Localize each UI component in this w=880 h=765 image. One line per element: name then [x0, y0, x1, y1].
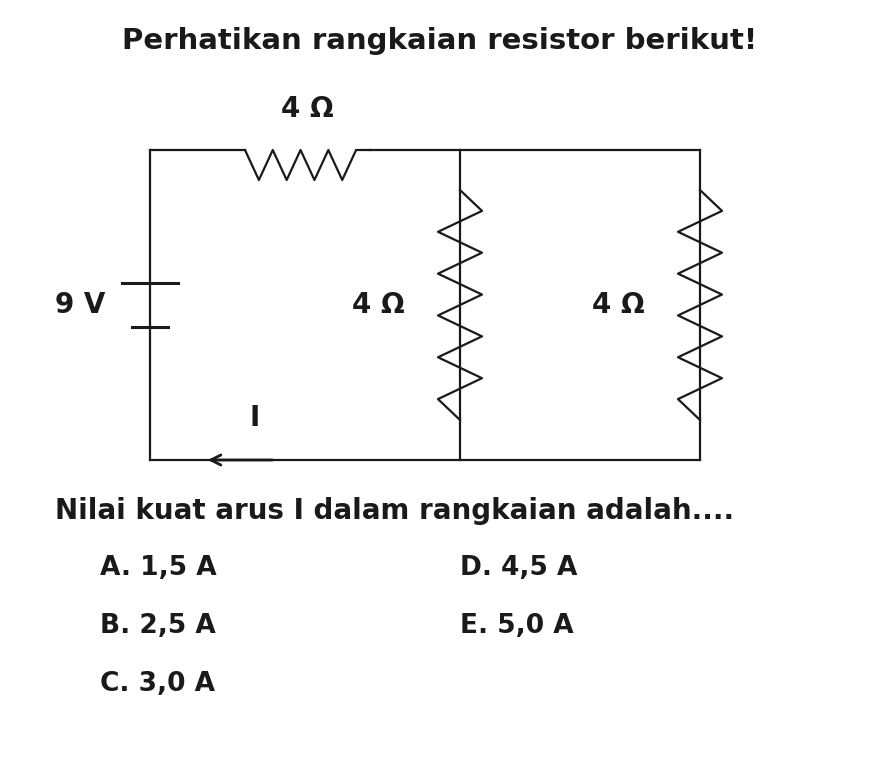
Text: I: I: [250, 404, 260, 432]
Text: 4 Ω: 4 Ω: [282, 95, 334, 123]
Text: B. 2,5 A: B. 2,5 A: [100, 613, 216, 639]
Text: Perhatikan rangkaian resistor berikut!: Perhatikan rangkaian resistor berikut!: [122, 27, 758, 55]
Text: A. 1,5 A: A. 1,5 A: [100, 555, 216, 581]
Text: C. 3,0 A: C. 3,0 A: [100, 671, 215, 697]
Text: 4 Ω: 4 Ω: [592, 291, 645, 319]
Text: 4 Ω: 4 Ω: [352, 291, 405, 319]
Text: D. 4,5 A: D. 4,5 A: [460, 555, 577, 581]
Text: 9 V: 9 V: [55, 291, 105, 319]
Text: E. 5,0 A: E. 5,0 A: [460, 613, 574, 639]
Text: Nilai kuat arus I dalam rangkaian adalah....: Nilai kuat arus I dalam rangkaian adalah…: [55, 497, 734, 525]
